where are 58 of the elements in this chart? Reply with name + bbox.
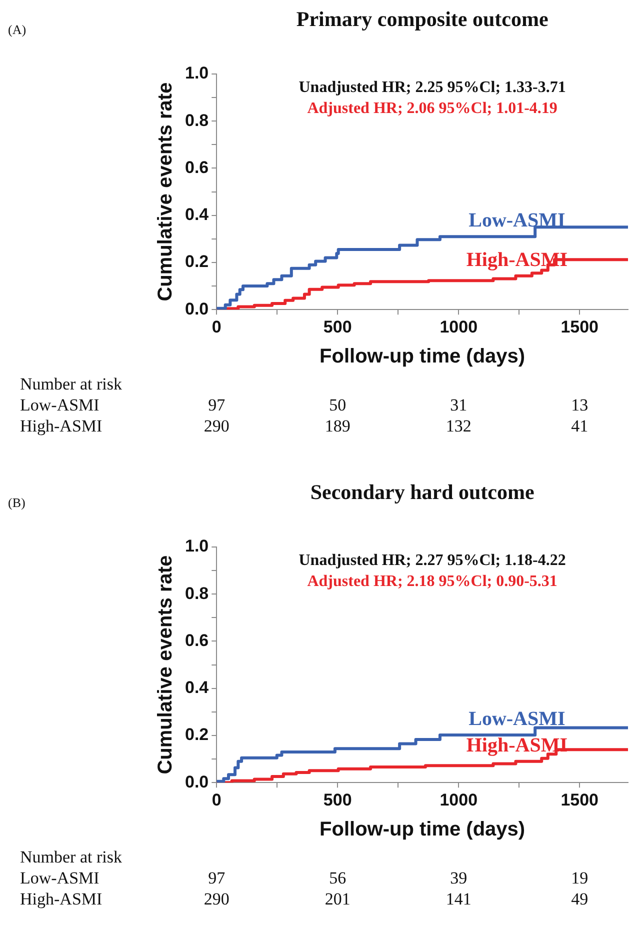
series-label: Low-ASMI: [468, 708, 566, 730]
text: 31: [450, 396, 468, 415]
y-axis-title: Cumulative events rate: [154, 82, 177, 302]
text: 132: [446, 416, 472, 436]
text: (A): [8, 22, 26, 37]
x-tick-label: 1500: [560, 790, 599, 810]
chart-title: Secondary hard outcome: [310, 480, 534, 504]
text: 97: [208, 396, 226, 415]
text: 19: [571, 868, 588, 888]
series-label: Low-ASMI: [468, 210, 566, 232]
text: (B): [8, 495, 26, 510]
text: 39: [450, 868, 468, 888]
x-tick-label: 1000: [440, 790, 478, 810]
text: 189: [324, 416, 350, 436]
text: 56: [329, 868, 346, 888]
y-tick-label: 0.6: [184, 630, 209, 650]
y-tick-label: 1.0: [184, 64, 209, 83]
y-axis-title: Cumulative events rate: [154, 555, 177, 774]
text: High-ASMI: [20, 416, 103, 436]
series-label: High-ASMI: [466, 248, 568, 271]
annotation: Adjusted HR; 2.06 95%Cl; 1.01-4.19: [307, 100, 558, 117]
x-tick-label: 0: [212, 790, 222, 810]
x-tick-label: 500: [323, 317, 352, 336]
annotation: Unadjusted HR; 2.25 95%Cl; 1.33-3.71: [298, 79, 566, 96]
annotation: Unadjusted HR; 2.27 95%Cl; 1.18-4.22: [298, 552, 566, 569]
text: Number at risk: [20, 374, 122, 394]
text: Low-ASMI: [20, 396, 100, 415]
y-tick-label: 0.4: [184, 678, 210, 698]
x-tick-label: 0: [212, 317, 222, 336]
text: Low-ASMI: [20, 868, 100, 888]
text: 290: [204, 416, 230, 436]
x-tick-label: 1000: [440, 317, 478, 336]
y-tick-label: 0.0: [184, 772, 209, 792]
x-axis-title: Follow-up time (days): [320, 346, 526, 368]
y-tick-label: 0.2: [184, 725, 209, 744]
text: 141: [446, 890, 472, 909]
text: 201: [324, 890, 350, 909]
text: 41: [571, 416, 588, 436]
y-tick-label: 0.8: [184, 110, 209, 130]
x-tick-label: 500: [323, 790, 352, 810]
text: High-ASMI: [20, 890, 103, 909]
chart-title: Primary composite outcome: [296, 7, 548, 31]
text: 290: [204, 890, 230, 909]
y-tick-label: 0.8: [184, 584, 209, 603]
text: 97: [208, 868, 226, 888]
y-tick-label: 0.2: [184, 252, 209, 272]
y-tick-label: 0.4: [184, 205, 210, 224]
x-tick-label: 1500: [560, 317, 599, 336]
y-tick-label: 1.0: [184, 536, 209, 556]
x-axis-title: Follow-up time (days): [320, 818, 526, 841]
annotation: Adjusted HR; 2.18 95%Cl; 0.90-5.31: [307, 573, 558, 590]
text: 13: [571, 396, 588, 415]
y-tick-label: 0.0: [184, 299, 209, 318]
text: 50: [329, 396, 346, 415]
y-tick-label: 0.6: [184, 158, 209, 177]
series-label: High-ASMI: [466, 734, 568, 756]
text: Number at risk: [20, 848, 122, 867]
text: 49: [571, 890, 588, 909]
